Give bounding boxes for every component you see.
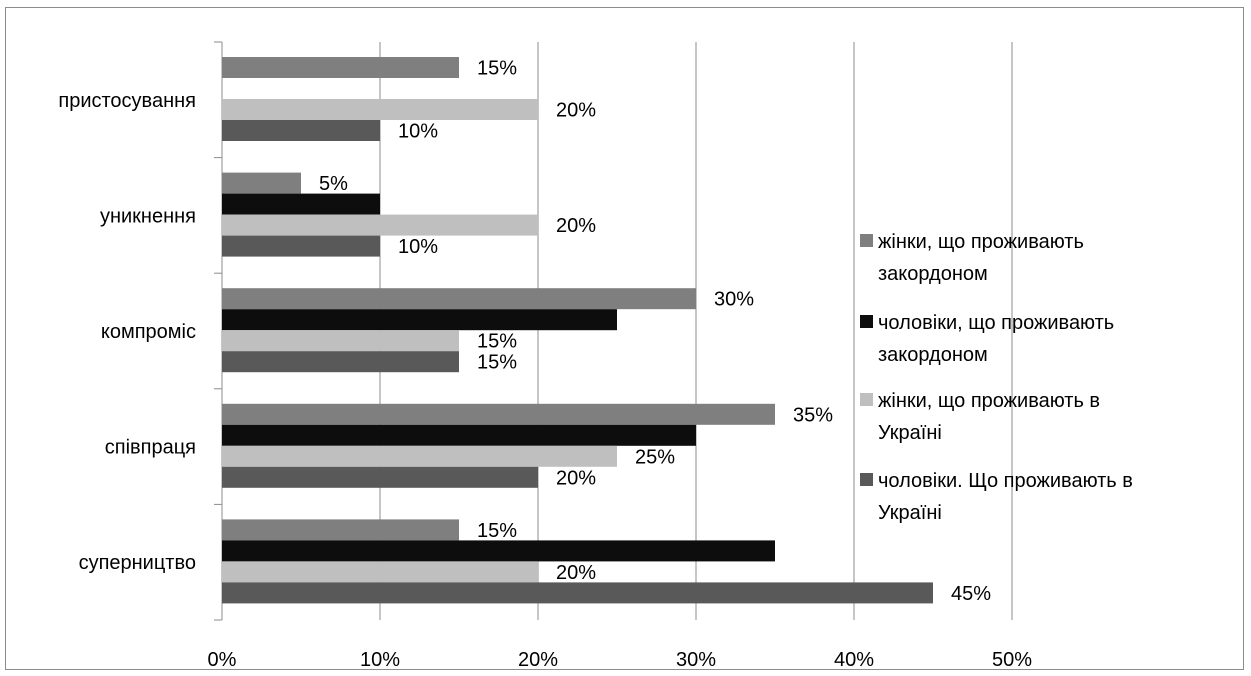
- bar-суперництво-series-4: [222, 582, 933, 604]
- legend-swatch-4: [860, 473, 873, 486]
- x-tick-label: 30%: [676, 649, 716, 671]
- category-label-співпраця: співпраця: [105, 437, 196, 459]
- bar-пристосування-series-3: [222, 99, 538, 120]
- data-label-суперництво-series-1: 15%: [477, 520, 517, 542]
- data-label-пристосування-series-3: 20%: [556, 100, 596, 122]
- data-label-пристосування-series-1: 15%: [477, 58, 517, 80]
- data-label-співпраця-series-4: 20%: [556, 467, 596, 489]
- bar-компроміс-series-1: [222, 288, 696, 310]
- legend-swatch-1: [860, 234, 873, 247]
- legend-label-2-line-2: закордоном: [878, 344, 988, 366]
- bar-співпраця-series-1: [222, 403, 775, 425]
- x-tick-label: 0%: [208, 649, 237, 671]
- data-label-компроміс-series-3: 15%: [477, 331, 517, 353]
- bar-уникнення-series-2: [222, 193, 380, 215]
- bar-пристосування-series-4: [222, 120, 380, 141]
- bar-суперництво-series-1: [222, 519, 459, 541]
- data-label-пристосування-series-4: 10%: [398, 121, 438, 143]
- bar-компроміс-series-3: [222, 330, 459, 352]
- bar-співпраця-series-3: [222, 445, 617, 467]
- data-label-співпраця-series-1: 35%: [793, 404, 833, 426]
- legend-label-1-line-2: закордоном: [878, 263, 988, 285]
- data-label-співпраця-series-3: 25%: [635, 446, 675, 468]
- bar-уникнення-series-4: [222, 235, 380, 257]
- bar-компроміс-series-2: [222, 309, 617, 331]
- x-tick-label: 50%: [992, 649, 1032, 671]
- bar-компроміс-series-4: [222, 351, 459, 373]
- legend-label-3-line-1: жінки, що проживають в: [878, 390, 1100, 412]
- x-tick-label: 40%: [834, 649, 874, 671]
- data-label-уникнення-series-1: 5%: [319, 173, 348, 195]
- x-tick-label: 10%: [360, 649, 400, 671]
- data-label-суперництво-series-4: 45%: [951, 583, 991, 605]
- bar-суперництво-series-2: [222, 540, 775, 562]
- category-label-суперництво: суперництво: [79, 552, 196, 574]
- data-label-суперництво-series-3: 20%: [556, 562, 596, 584]
- bar-уникнення-series-3: [222, 214, 538, 236]
- legend-label-1-line-1: жінки, що проживають: [878, 231, 1084, 253]
- data-label-уникнення-series-3: 20%: [556, 215, 596, 237]
- data-label-компроміс-series-1: 30%: [714, 289, 754, 311]
- data-labels: 15%20%45%35%25%20%30%15%15%5%20%10%15%20…: [319, 58, 991, 605]
- bar-співпраця-series-2: [222, 424, 696, 446]
- x-tick-label: 20%: [518, 649, 558, 671]
- legend: жінки, що проживають закордоном чоловіки, …: [860, 231, 1133, 524]
- bar-уникнення-series-1: [222, 172, 301, 194]
- category-label-компроміс: компроміс: [101, 321, 196, 343]
- legend-label-3-line-2: Україні: [878, 422, 942, 444]
- legend-label-2-line-1: чоловіки, що проживають: [878, 312, 1114, 334]
- data-label-компроміс-series-4: 15%: [477, 352, 517, 374]
- legend-label-4-line-2: Україні: [878, 502, 942, 524]
- category-label-пристосування: пристосування: [58, 90, 196, 112]
- bar-суперництво-series-3: [222, 561, 538, 583]
- data-label-уникнення-series-4: 10%: [398, 236, 438, 258]
- category-labels: суперництво співпраця компроміс уникнення пр…: [58, 90, 196, 574]
- bar-співпраця-series-4: [222, 466, 538, 488]
- bars: [222, 57, 933, 604]
- legend-label-4-line-1: чоловіки. Що проживають в: [878, 470, 1133, 492]
- legend-swatch-3: [860, 393, 873, 406]
- category-label-уникнення: уникнення: [100, 205, 196, 227]
- bar-пристосування-series-1: [222, 57, 459, 78]
- x-axis-ticks: 0% 10% 20% 30% 40% 50%: [208, 649, 1033, 671]
- legend-swatch-2: [860, 315, 873, 328]
